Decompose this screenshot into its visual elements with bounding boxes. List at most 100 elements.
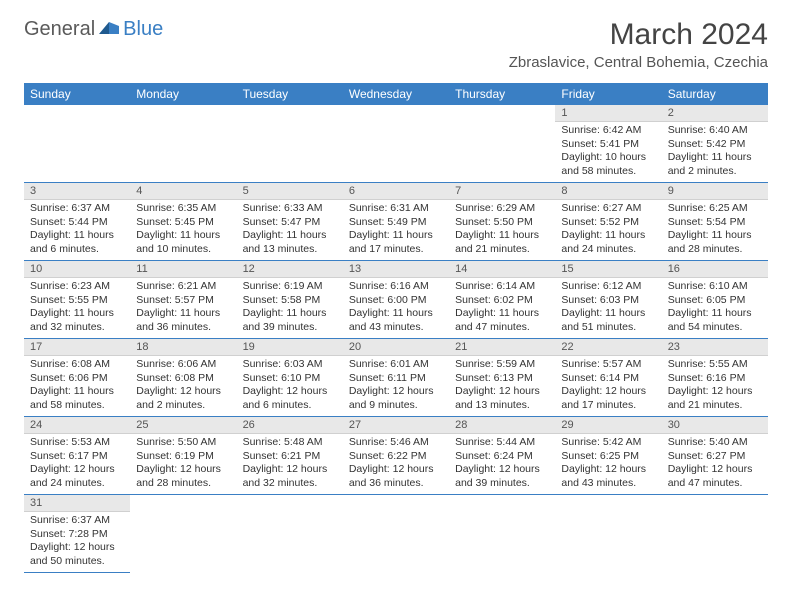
daylight-line: Daylight: 11 hours and 6 minutes. (30, 229, 124, 256)
daylight-line: Daylight: 12 hours and 50 minutes. (30, 541, 124, 568)
calendar-cell (343, 495, 449, 573)
weekday-header: Friday (555, 83, 661, 105)
day-details: Sunrise: 6:27 AMSunset: 5:52 PMDaylight:… (555, 200, 661, 257)
calendar-cell: 24Sunrise: 5:53 AMSunset: 6:17 PMDayligh… (24, 417, 130, 495)
sunrise-line: Sunrise: 5:55 AM (668, 358, 762, 372)
sunrise-line: Sunrise: 6:40 AM (668, 124, 762, 138)
day-number: 22 (555, 339, 661, 356)
day-details: Sunrise: 5:44 AMSunset: 6:24 PMDaylight:… (449, 434, 555, 491)
day-details: Sunrise: 6:29 AMSunset: 5:50 PMDaylight:… (449, 200, 555, 257)
sunrise-line: Sunrise: 6:27 AM (561, 202, 655, 216)
day-number: 4 (130, 183, 236, 200)
daylight-line: Daylight: 12 hours and 32 minutes. (243, 463, 337, 490)
sunrise-line: Sunrise: 5:57 AM (561, 358, 655, 372)
daylight-line: Daylight: 12 hours and 43 minutes. (561, 463, 655, 490)
sunset-line: Sunset: 6:10 PM (243, 372, 337, 386)
brand-part2: Blue (123, 18, 163, 41)
sunrise-line: Sunrise: 5:50 AM (136, 436, 230, 450)
day-details: Sunrise: 5:53 AMSunset: 6:17 PMDaylight:… (24, 434, 130, 491)
weekday-header: Saturday (662, 83, 768, 105)
location-text: Zbraslavice, Central Bohemia, Czechia (509, 54, 768, 71)
calendar-cell (343, 105, 449, 183)
sunset-line: Sunset: 6:14 PM (561, 372, 655, 386)
sunset-line: Sunset: 6:22 PM (349, 450, 443, 464)
daylight-line: Daylight: 11 hours and 54 minutes. (668, 307, 762, 334)
daylight-line: Daylight: 11 hours and 21 minutes. (455, 229, 549, 256)
daylight-line: Daylight: 11 hours and 36 minutes. (136, 307, 230, 334)
day-number: 2 (662, 105, 768, 122)
sunset-line: Sunset: 6:24 PM (455, 450, 549, 464)
sunrise-line: Sunrise: 6:33 AM (243, 202, 337, 216)
day-number: 7 (449, 183, 555, 200)
day-details: Sunrise: 5:59 AMSunset: 6:13 PMDaylight:… (449, 356, 555, 413)
sunrise-line: Sunrise: 5:42 AM (561, 436, 655, 450)
weekday-header: Monday (130, 83, 236, 105)
day-details: Sunrise: 6:31 AMSunset: 5:49 PMDaylight:… (343, 200, 449, 257)
sunset-line: Sunset: 5:58 PM (243, 294, 337, 308)
calendar-cell: 23Sunrise: 5:55 AMSunset: 6:16 PMDayligh… (662, 339, 768, 417)
sunrise-line: Sunrise: 6:31 AM (349, 202, 443, 216)
daylight-line: Daylight: 12 hours and 2 minutes. (136, 385, 230, 412)
calendar-cell: 31Sunrise: 6:37 AMSunset: 7:28 PMDayligh… (24, 495, 130, 573)
day-details: Sunrise: 6:06 AMSunset: 6:08 PMDaylight:… (130, 356, 236, 413)
weekday-header: Wednesday (343, 83, 449, 105)
sunrise-line: Sunrise: 5:46 AM (349, 436, 443, 450)
calendar-cell: 12Sunrise: 6:19 AMSunset: 5:58 PMDayligh… (237, 261, 343, 339)
calendar-cell: 28Sunrise: 5:44 AMSunset: 6:24 PMDayligh… (449, 417, 555, 495)
daylight-line: Daylight: 11 hours and 10 minutes. (136, 229, 230, 256)
day-number: 21 (449, 339, 555, 356)
calendar-cell (449, 495, 555, 573)
calendar-cell: 11Sunrise: 6:21 AMSunset: 5:57 PMDayligh… (130, 261, 236, 339)
sunrise-line: Sunrise: 6:23 AM (30, 280, 124, 294)
calendar-cell: 5Sunrise: 6:33 AMSunset: 5:47 PMDaylight… (237, 183, 343, 261)
calendar-cell: 21Sunrise: 5:59 AMSunset: 6:13 PMDayligh… (449, 339, 555, 417)
sunrise-line: Sunrise: 6:35 AM (136, 202, 230, 216)
daylight-line: Daylight: 12 hours and 13 minutes. (455, 385, 549, 412)
calendar-cell: 16Sunrise: 6:10 AMSunset: 6:05 PMDayligh… (662, 261, 768, 339)
calendar-row: 31Sunrise: 6:37 AMSunset: 7:28 PMDayligh… (24, 495, 768, 573)
month-title: March 2024 (509, 18, 768, 52)
daylight-line: Daylight: 11 hours and 47 minutes. (455, 307, 549, 334)
day-details: Sunrise: 6:35 AMSunset: 5:45 PMDaylight:… (130, 200, 236, 257)
day-details: Sunrise: 6:37 AMSunset: 5:44 PMDaylight:… (24, 200, 130, 257)
day-details: Sunrise: 6:19 AMSunset: 5:58 PMDaylight:… (237, 278, 343, 335)
sunrise-line: Sunrise: 6:37 AM (30, 514, 124, 528)
sunset-line: Sunset: 6:06 PM (30, 372, 124, 386)
sunset-line: Sunset: 6:17 PM (30, 450, 124, 464)
calendar-cell: 8Sunrise: 6:27 AMSunset: 5:52 PMDaylight… (555, 183, 661, 261)
sunset-line: Sunset: 5:49 PM (349, 216, 443, 230)
calendar-cell (24, 105, 130, 183)
daylight-line: Daylight: 11 hours and 51 minutes. (561, 307, 655, 334)
calendar-cell: 15Sunrise: 6:12 AMSunset: 6:03 PMDayligh… (555, 261, 661, 339)
day-number: 14 (449, 261, 555, 278)
calendar-row: 1Sunrise: 6:42 AMSunset: 5:41 PMDaylight… (24, 105, 768, 183)
daylight-line: Daylight: 11 hours and 28 minutes. (668, 229, 762, 256)
daylight-line: Daylight: 11 hours and 32 minutes. (30, 307, 124, 334)
day-details: Sunrise: 6:40 AMSunset: 5:42 PMDaylight:… (662, 122, 768, 179)
day-number: 15 (555, 261, 661, 278)
sunrise-line: Sunrise: 6:03 AM (243, 358, 337, 372)
sunset-line: Sunset: 5:41 PM (561, 138, 655, 152)
sunset-line: Sunset: 7:28 PM (30, 528, 124, 542)
calendar-cell (449, 105, 555, 183)
day-details: Sunrise: 6:23 AMSunset: 5:55 PMDaylight:… (24, 278, 130, 335)
daylight-line: Daylight: 12 hours and 36 minutes. (349, 463, 443, 490)
day-details: Sunrise: 6:42 AMSunset: 5:41 PMDaylight:… (555, 122, 661, 179)
day-number: 29 (555, 417, 661, 434)
day-number: 13 (343, 261, 449, 278)
sunset-line: Sunset: 6:05 PM (668, 294, 762, 308)
daylight-line: Daylight: 11 hours and 43 minutes. (349, 307, 443, 334)
sunset-line: Sunset: 6:16 PM (668, 372, 762, 386)
day-number: 9 (662, 183, 768, 200)
sunset-line: Sunset: 6:25 PM (561, 450, 655, 464)
day-number: 16 (662, 261, 768, 278)
sunset-line: Sunset: 6:13 PM (455, 372, 549, 386)
day-details: Sunrise: 6:21 AMSunset: 5:57 PMDaylight:… (130, 278, 236, 335)
day-details: Sunrise: 6:03 AMSunset: 6:10 PMDaylight:… (237, 356, 343, 413)
day-number: 6 (343, 183, 449, 200)
sunset-line: Sunset: 6:11 PM (349, 372, 443, 386)
calendar-row: 17Sunrise: 6:08 AMSunset: 6:06 PMDayligh… (24, 339, 768, 417)
calendar-cell: 9Sunrise: 6:25 AMSunset: 5:54 PMDaylight… (662, 183, 768, 261)
daylight-line: Daylight: 11 hours and 39 minutes. (243, 307, 337, 334)
sunrise-line: Sunrise: 5:44 AM (455, 436, 549, 450)
